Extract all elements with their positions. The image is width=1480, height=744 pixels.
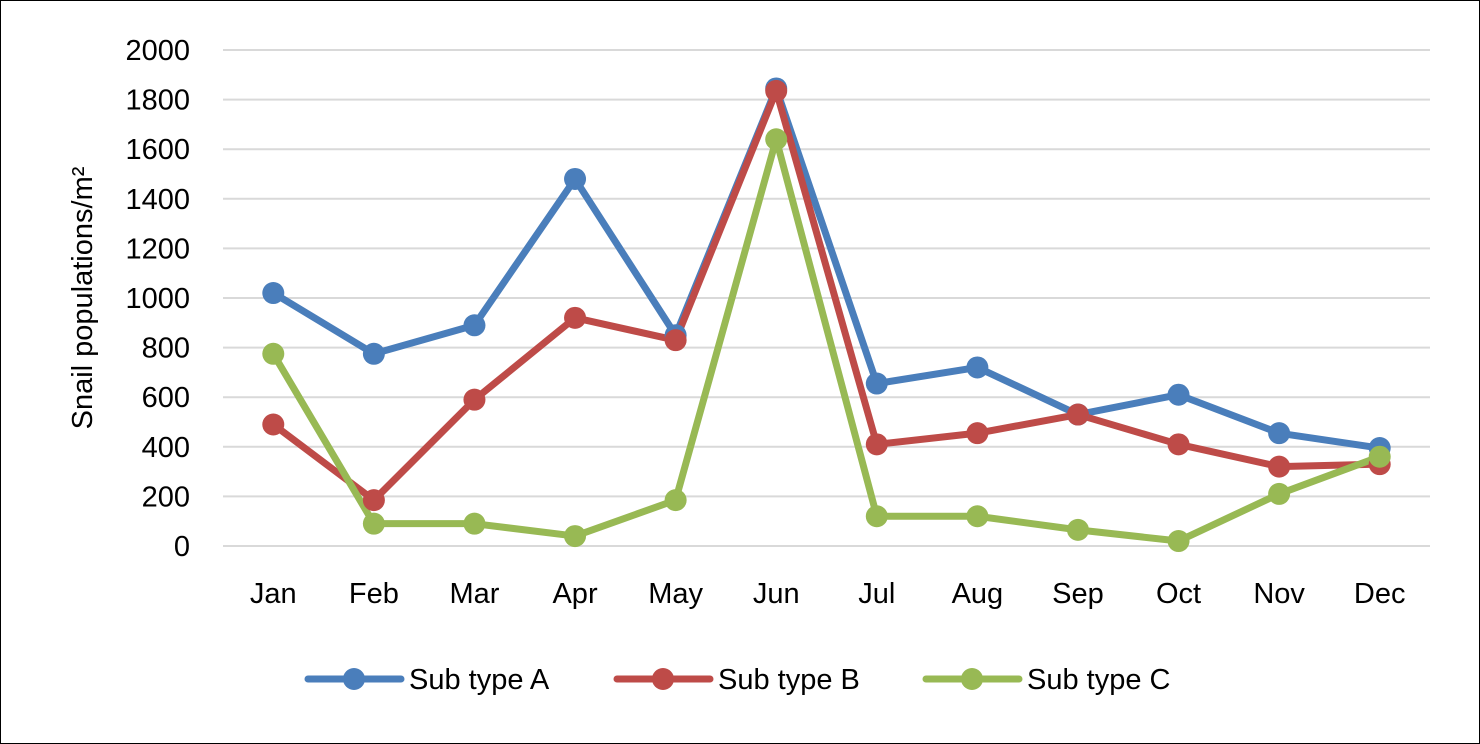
data-point-sub-type-b [1066,403,1089,426]
data-point-sub-type-a [564,167,587,190]
series-markers [262,77,1391,553]
data-point-sub-type-a [1167,383,1190,406]
x-tick-label: Apr [552,578,597,610]
y-tick-label: 200 [142,481,190,513]
data-point-sub-type-c [1268,482,1291,505]
x-tick-label: Jul [858,578,895,610]
x-tick-label: Sep [1052,578,1104,610]
data-point-sub-type-b [362,489,385,512]
y-tick-label: 1400 [125,184,190,216]
data-point-sub-type-a [1268,422,1291,445]
y-tick-label: 800 [142,333,190,365]
data-point-sub-type-b [564,306,587,329]
data-point-sub-type-c [564,525,587,548]
x-tick-label: Feb [349,578,399,610]
legend-label: Sub type A [409,664,550,696]
data-point-sub-type-a [463,314,486,337]
data-point-sub-type-c [362,512,385,535]
data-point-sub-type-c [463,512,486,535]
data-point-sub-type-b [664,329,687,352]
data-point-sub-type-c [765,128,788,151]
legend-label: Sub type C [1027,664,1170,696]
y-tick-label: 1000 [125,283,190,315]
y-tick-label: 1200 [125,233,190,265]
x-tick-label: Aug [952,578,1004,610]
data-point-sub-type-c [865,505,888,528]
series-line-sub-type-c [269,135,1384,545]
x-tick-label: Oct [1156,578,1201,610]
data-point-sub-type-b [865,433,888,456]
data-point-sub-type-b [262,413,285,436]
series-lines [269,84,1384,545]
x-tick-label: Dec [1354,578,1406,610]
y-tick-label: 1800 [125,85,190,117]
data-point-sub-type-b [765,79,788,102]
x-tick-label: Nov [1253,578,1305,610]
data-point-sub-type-a [262,282,285,305]
y-tick-label: 400 [142,432,190,464]
x-tick-label: Jun [753,578,800,610]
legend: Sub type A Sub type B Sub type C [304,664,1170,696]
data-point-sub-type-a [966,356,989,379]
data-point-sub-type-b [966,422,989,445]
data-point-sub-type-b [1167,433,1190,456]
x-tick-label: May [648,578,703,610]
data-point-sub-type-b [1268,455,1291,478]
legend-marker-swatch [961,668,983,690]
y-tick-label: 2000 [125,35,190,67]
legend-marker-swatch [652,668,674,690]
markers-sub-type-c [262,128,1391,553]
data-point-sub-type-c [1167,530,1190,553]
y-tick-label: 600 [142,382,190,414]
data-point-sub-type-c [966,505,989,528]
data-point-sub-type-a [865,372,888,395]
gridlines [223,49,1430,547]
series-line-sub-type-b [269,87,1384,504]
data-point-sub-type-a [362,342,385,365]
x-axis-tick-labels: Jan Feb Mar Apr May Jun Jul Aug Sep Oct Nov Dec [250,578,1406,610]
y-axis-title: Snail populations/m² [67,166,99,429]
x-tick-label: Mar [449,578,499,610]
data-point-sub-type-b [463,388,486,411]
legend-label: Sub type B [718,664,860,696]
data-point-sub-type-c [1368,445,1391,468]
series-line-sub-type-a [269,84,1384,452]
legend-marker-swatch [343,668,365,690]
data-point-sub-type-c [262,342,285,365]
legend-item-sub-type-b: Sub type B [613,664,860,696]
y-tick-label: 0 [174,531,190,563]
legend-item-sub-type-a: Sub type A [304,664,550,696]
legend-item-sub-type-c: Sub type C [922,664,1170,696]
y-tick-label: 1600 [125,134,190,166]
y-axis-tick-labels: 0 200 400 600 800 1000 1200 1400 1600 1800 2000 [125,35,190,563]
data-point-sub-type-c [1066,518,1089,541]
x-tick-label: Jan [250,578,297,610]
data-point-sub-type-c [664,489,687,512]
